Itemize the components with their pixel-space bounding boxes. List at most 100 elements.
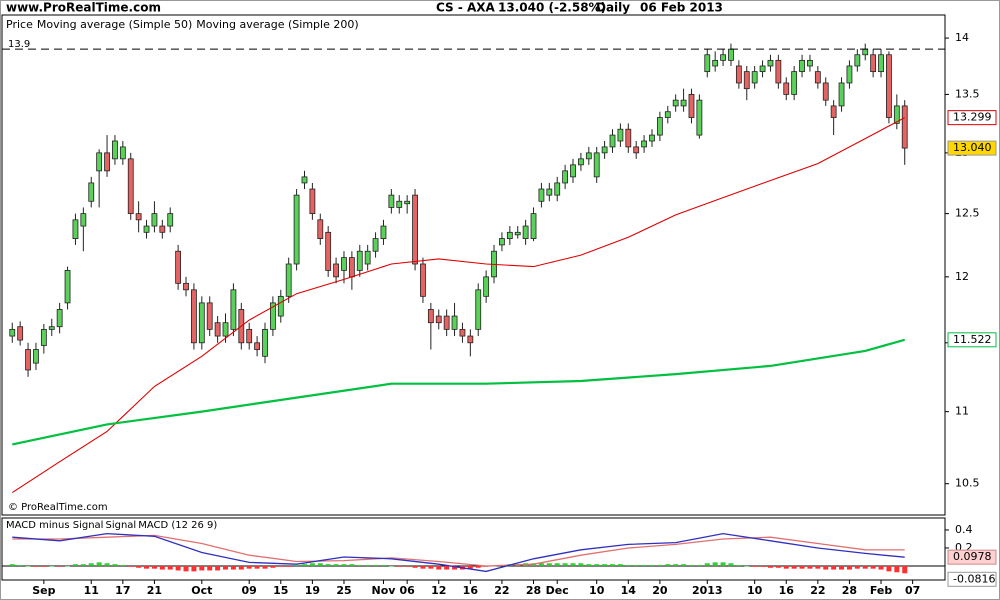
histogram-bar [373, 565, 379, 566]
candle-body [175, 250, 182, 284]
candle-body [585, 152, 592, 160]
candle-body [427, 309, 434, 324]
candle-body [33, 349, 39, 364]
histogram-bar [902, 565, 908, 574]
last-value-label: -0.0816 [953, 572, 995, 585]
histogram-bar [294, 565, 300, 566]
histogram-bar [444, 565, 450, 570]
candle-body [151, 213, 158, 227]
candle-body [649, 134, 655, 142]
candle-body [830, 105, 837, 118]
x-tick-label: 10 [589, 584, 605, 597]
last-value-box [947, 571, 997, 587]
candle-body [222, 322, 229, 337]
histogram-bar [183, 565, 189, 572]
histogram-bar [65, 565, 71, 567]
x-tick-label: 28 [842, 584, 857, 597]
histogram-bar [404, 565, 410, 567]
y-tick-label: 12 [955, 270, 969, 283]
histogram-bar [80, 564, 86, 566]
histogram-bar [72, 564, 78, 566]
histogram-bar [230, 565, 236, 570]
macd-panel [1, 517, 946, 581]
x-tick-label: 2013 [692, 584, 723, 597]
candle-body [759, 65, 766, 73]
histogram-bar [696, 565, 702, 566]
candle-body [167, 213, 174, 227]
candle-body [625, 128, 632, 148]
histogram-bar [728, 563, 734, 566]
line [12, 338, 905, 446]
candle-body [735, 65, 742, 84]
histogram-bar [191, 565, 197, 572]
histogram-bar [783, 565, 789, 569]
histogram-bar [136, 565, 142, 568]
histogram-bar [625, 565, 631, 566]
candle-body [412, 194, 418, 265]
candle-body [767, 59, 774, 67]
candle-body [791, 71, 798, 95]
candle-body [277, 295, 284, 317]
candle-body [56, 309, 63, 328]
candle-body [104, 152, 110, 172]
histogram-bar [570, 563, 576, 566]
candle-body [814, 71, 821, 84]
y-tick-label: 13.5 [955, 87, 980, 100]
candle-body [64, 270, 71, 304]
candle-body [617, 128, 624, 142]
histogram-bar [862, 565, 868, 569]
histogram-bar [278, 565, 284, 567]
histogram-bar [199, 565, 205, 571]
histogram-bar [610, 564, 616, 566]
candle-body [435, 315, 442, 324]
histogram-bar [886, 565, 892, 572]
candle-body [554, 182, 561, 196]
histogram-bar [41, 565, 47, 567]
candle-body [893, 105, 900, 124]
y-tick-label: 0.4 [955, 523, 973, 536]
candle-body [704, 54, 711, 73]
histogram-bar [25, 565, 31, 567]
legend-entry: MACD minus Signal [6, 520, 103, 531]
histogram-bar [649, 565, 655, 566]
histogram-bar [412, 565, 418, 568]
histogram-bar [736, 565, 742, 566]
candle-body [135, 213, 142, 221]
x-tick-label: 11 [84, 584, 99, 597]
y-tick-label: 11 [955, 405, 969, 418]
price-panel [1, 14, 946, 516]
legend-entry: Signal [105, 520, 136, 531]
histogram-bar [538, 563, 544, 566]
histogram-bar [57, 565, 63, 567]
histogram-bar [846, 565, 852, 570]
candle-body [483, 276, 490, 297]
histogram-bar [602, 564, 608, 566]
candle-body [285, 263, 292, 297]
histogram-bar [33, 565, 39, 567]
y-tick-label: 12.5 [955, 207, 980, 220]
candle-body [838, 82, 845, 107]
candle-body [143, 225, 150, 233]
x-tick-label: 19 [305, 584, 320, 597]
histogram-bar [823, 565, 829, 570]
symbol: CS - AXA [436, 1, 496, 15]
candle-body [420, 263, 426, 297]
candle-body [88, 182, 95, 202]
candle-body [712, 59, 719, 67]
x-tick-label: Sep [32, 584, 55, 597]
candle-body [40, 328, 47, 346]
site-name: www.ProRealTime.com [6, 1, 161, 15]
candle-body [680, 99, 687, 107]
line [11, 117, 905, 494]
candle-body [570, 164, 576, 178]
x-tick-label: Dec [546, 584, 569, 597]
histogram-bar [167, 565, 173, 570]
histogram-bar [799, 565, 805, 569]
histogram-bar [309, 563, 315, 566]
x-tick-label: Feb [870, 584, 893, 597]
candle-body [269, 302, 276, 330]
histogram-bar [286, 565, 292, 567]
candle-body [80, 213, 87, 227]
last-value-label: 11.522 [953, 333, 992, 346]
candle-body [878, 54, 884, 73]
